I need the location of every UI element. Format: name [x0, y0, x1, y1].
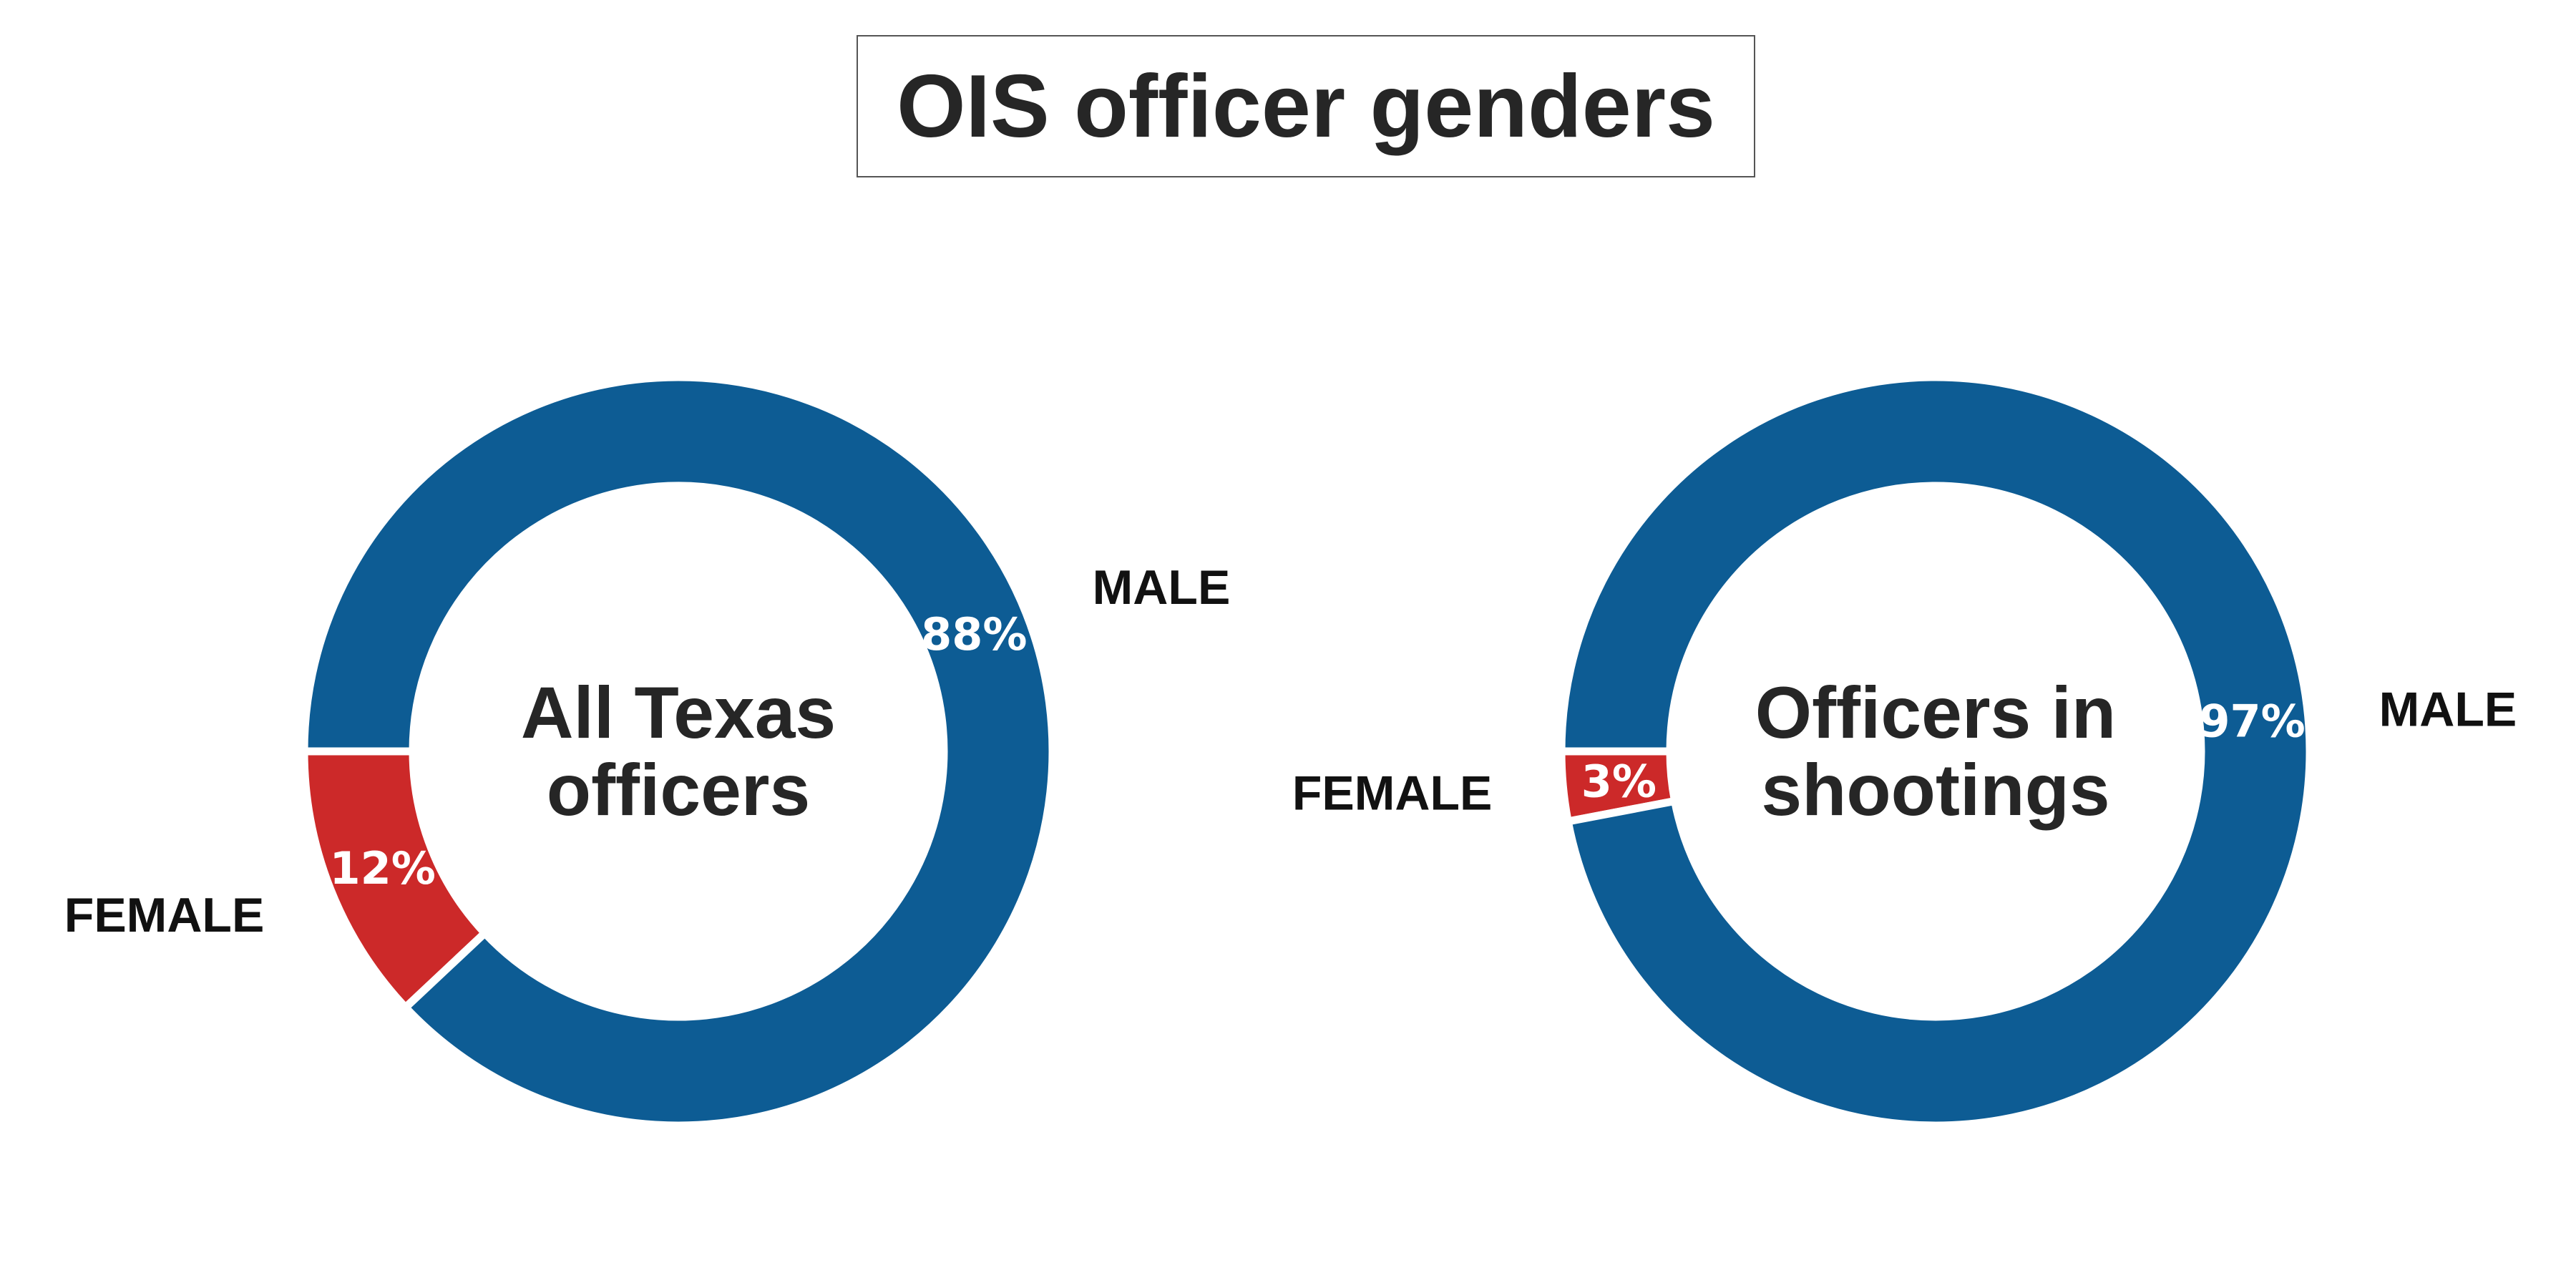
center-label-line-1: All Texas: [521, 672, 836, 753]
donut-slice-male: [1557, 373, 2314, 1130]
percent-label-male: 88%: [921, 608, 1027, 660]
slice-label-male: MALE: [2379, 682, 2517, 736]
percent-label-female: 12%: [329, 842, 435, 894]
chart-title-box: OIS officer genders: [857, 35, 1755, 177]
center-label-line-1: Officers in: [1755, 672, 2116, 753]
percent-label-male: 97%: [2199, 696, 2305, 748]
chart-title: OIS officer genders: [897, 57, 1715, 156]
center-label-line-2: officers: [547, 749, 810, 831]
slice-label-female: FEMALE: [64, 888, 265, 942]
slice-label-female: FEMALE: [1292, 766, 1493, 821]
donut-slice-male: [300, 373, 1057, 1130]
percent-label-female: 3%: [1581, 755, 1657, 807]
center-label-line-2: shootings: [1761, 749, 2109, 831]
slice-label-male: MALE: [1093, 560, 1231, 615]
